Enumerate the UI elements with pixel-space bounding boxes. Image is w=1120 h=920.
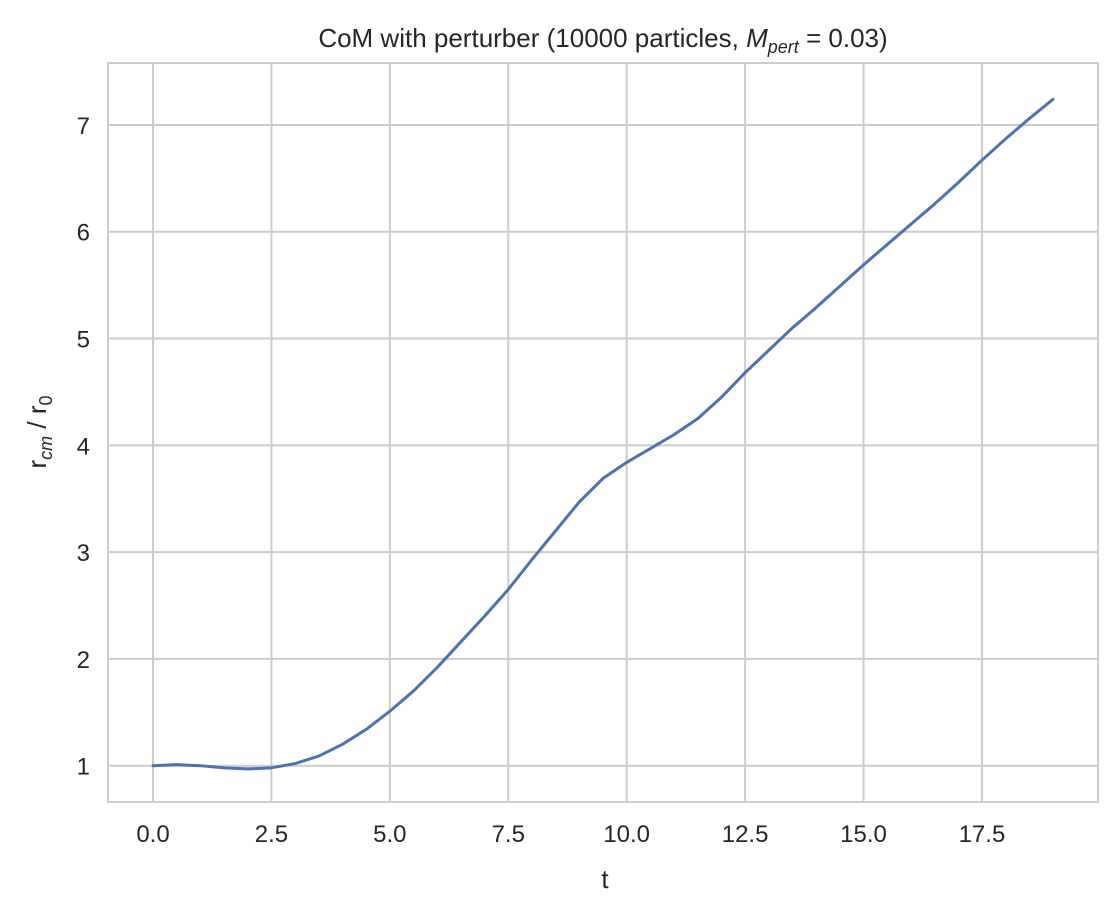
x-tick-label: 15.0: [840, 821, 887, 848]
y-label-divider: /: [22, 414, 52, 436]
y-tick-label: 3: [77, 540, 90, 567]
axes-spine: [107, 62, 1099, 803]
series-layer: [151, 97, 1055, 771]
y-axis-label: rcm / r0: [22, 395, 56, 468]
y-tick-label: 4: [77, 433, 90, 460]
y-tick-label: 2: [77, 647, 90, 674]
chart-title: CoM with perturber (10000 particles, Mpe…: [318, 23, 887, 57]
x-tick-label: 10.0: [603, 821, 650, 848]
title-suffix: = 0.03): [799, 23, 888, 53]
x-axis-label: t: [601, 864, 609, 894]
y-label-base: r: [22, 460, 52, 469]
x-tick-label: 17.5: [959, 821, 1006, 848]
x-tick-label: 7.5: [492, 821, 525, 848]
y-axis-ticks: 1 2 3 4 5 6 7: [77, 113, 90, 781]
x-axis-ticks: 0.0 2.5 5.0 7.5 10.0 12.5 15.0 17.5: [136, 821, 1005, 848]
series-line: [151, 97, 1055, 771]
grid-lines: [108, 63, 1098, 802]
x-tick-label: 0.0: [136, 821, 169, 848]
y-label-base-sub: cm: [36, 436, 56, 460]
x-tick-label: 12.5: [722, 821, 769, 848]
y-label-ref: r: [22, 405, 52, 414]
y-tick-label: 5: [77, 327, 90, 354]
title-math-sub: pert: [767, 37, 800, 57]
plot-frame: [107, 62, 1099, 803]
y-tick-label: 6: [77, 220, 90, 247]
y-label-ref-sub: 0: [36, 395, 56, 405]
y-tick-label: 1: [77, 754, 90, 781]
title-prefix: CoM with perturber (10000 particles,: [318, 23, 746, 53]
y-tick-label: 7: [77, 113, 90, 140]
x-tick-label: 5.0: [373, 821, 406, 848]
title-math-base: M: [746, 23, 768, 53]
x-tick-label: 2.5: [255, 821, 288, 848]
